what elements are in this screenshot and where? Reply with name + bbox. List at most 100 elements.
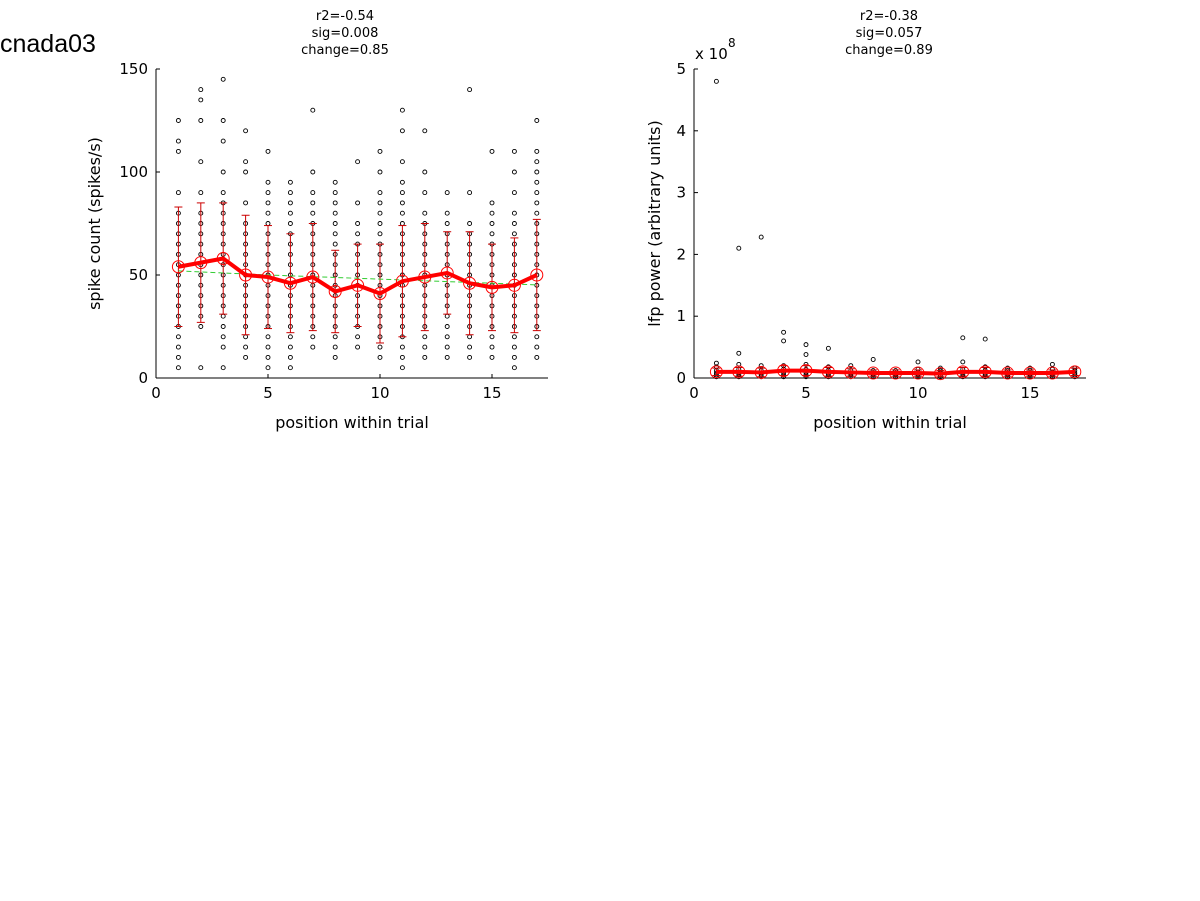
data-point	[265, 354, 271, 360]
data-point	[310, 210, 316, 216]
x-tick-label: 0	[689, 384, 699, 402]
data-point	[287, 365, 293, 371]
data-point	[332, 210, 338, 216]
data-point	[870, 357, 876, 362]
data-point	[243, 169, 249, 175]
y-tick-label: 0	[138, 369, 148, 387]
data-point	[355, 231, 361, 237]
data-point	[399, 210, 405, 216]
data-point	[377, 148, 383, 154]
data-point	[736, 245, 742, 251]
chart-title-line: change=0.85	[301, 43, 389, 58]
data-point	[534, 179, 540, 185]
data-point	[534, 354, 540, 360]
mean-marker	[1023, 366, 1037, 380]
data-point	[287, 354, 293, 360]
mean-marker	[978, 365, 992, 379]
x-tick-label: 10	[908, 384, 927, 402]
data-point	[310, 107, 316, 113]
data-point	[399, 128, 405, 134]
mean-marker	[1001, 366, 1015, 380]
data-point	[511, 169, 517, 175]
data-point	[489, 200, 495, 206]
data-point	[220, 190, 226, 196]
chart-title-line: sig=0.057	[856, 26, 923, 41]
chart-title-line: sig=0.008	[312, 26, 379, 41]
data-point	[534, 159, 540, 165]
data-point	[377, 354, 383, 360]
data-point	[355, 200, 361, 206]
data-point	[332, 179, 338, 185]
data-point	[287, 221, 293, 226]
data-point	[534, 118, 540, 123]
data-point	[399, 107, 405, 113]
x-axis-label: position within trial	[813, 413, 967, 432]
axis-multiplier-exponent: 8	[728, 36, 736, 50]
data-point	[198, 97, 204, 103]
mean-marker	[306, 270, 320, 284]
data-point	[534, 169, 540, 175]
y-tick-label: 4	[676, 122, 686, 140]
data-point	[332, 231, 338, 237]
data-point	[175, 138, 181, 144]
data-point	[399, 365, 405, 371]
data-point	[287, 210, 293, 216]
data-point	[444, 324, 450, 329]
mean-marker	[194, 256, 208, 270]
data-point	[758, 234, 764, 240]
data-point	[713, 360, 719, 366]
mean-marker	[777, 364, 791, 378]
data-point	[444, 221, 450, 226]
data-point	[467, 87, 473, 93]
data-point	[399, 354, 405, 360]
data-point	[444, 344, 450, 350]
data-point	[355, 221, 361, 226]
x-tick-label: 10	[370, 384, 389, 402]
chart-title-line: r2=-0.38	[860, 9, 918, 24]
mean-marker	[463, 276, 477, 290]
data-point	[467, 221, 473, 226]
data-point	[489, 354, 495, 360]
mean-marker	[933, 367, 947, 381]
data-point	[287, 179, 293, 185]
data-point	[265, 221, 271, 226]
mean-marker	[709, 365, 723, 379]
data-point	[467, 354, 473, 360]
data-point	[243, 354, 249, 360]
mean-marker	[261, 270, 275, 284]
y-axis-label: spike count (spikes/s)	[85, 137, 104, 310]
data-point	[198, 87, 204, 93]
data-point	[399, 344, 405, 350]
data-point	[377, 221, 383, 226]
data-point	[175, 190, 181, 196]
data-point	[243, 200, 249, 206]
mean-marker	[171, 260, 185, 274]
data-point	[265, 179, 271, 185]
y-tick-label: 100	[119, 163, 148, 181]
data-point	[713, 78, 719, 84]
data-point	[422, 344, 428, 350]
data-point	[310, 344, 316, 350]
data-point	[220, 344, 226, 350]
data-point	[511, 344, 517, 350]
data-point	[534, 200, 540, 206]
x-tick-label: 0	[151, 384, 161, 402]
mean-marker	[351, 278, 365, 292]
data-point	[511, 231, 517, 237]
data-point	[399, 179, 405, 185]
data-point	[399, 221, 405, 226]
data-point	[198, 159, 204, 165]
mean-marker	[485, 280, 499, 294]
data-point	[399, 190, 405, 196]
x-tick-label: 15	[1020, 384, 1039, 402]
mean-line	[716, 368, 1075, 376]
data-point	[399, 200, 405, 206]
data-point	[399, 159, 405, 165]
mean-marker	[1045, 366, 1059, 380]
data-point	[422, 169, 428, 175]
data-point	[534, 344, 540, 350]
data-point	[982, 336, 988, 342]
x-tick-label: 15	[482, 384, 501, 402]
